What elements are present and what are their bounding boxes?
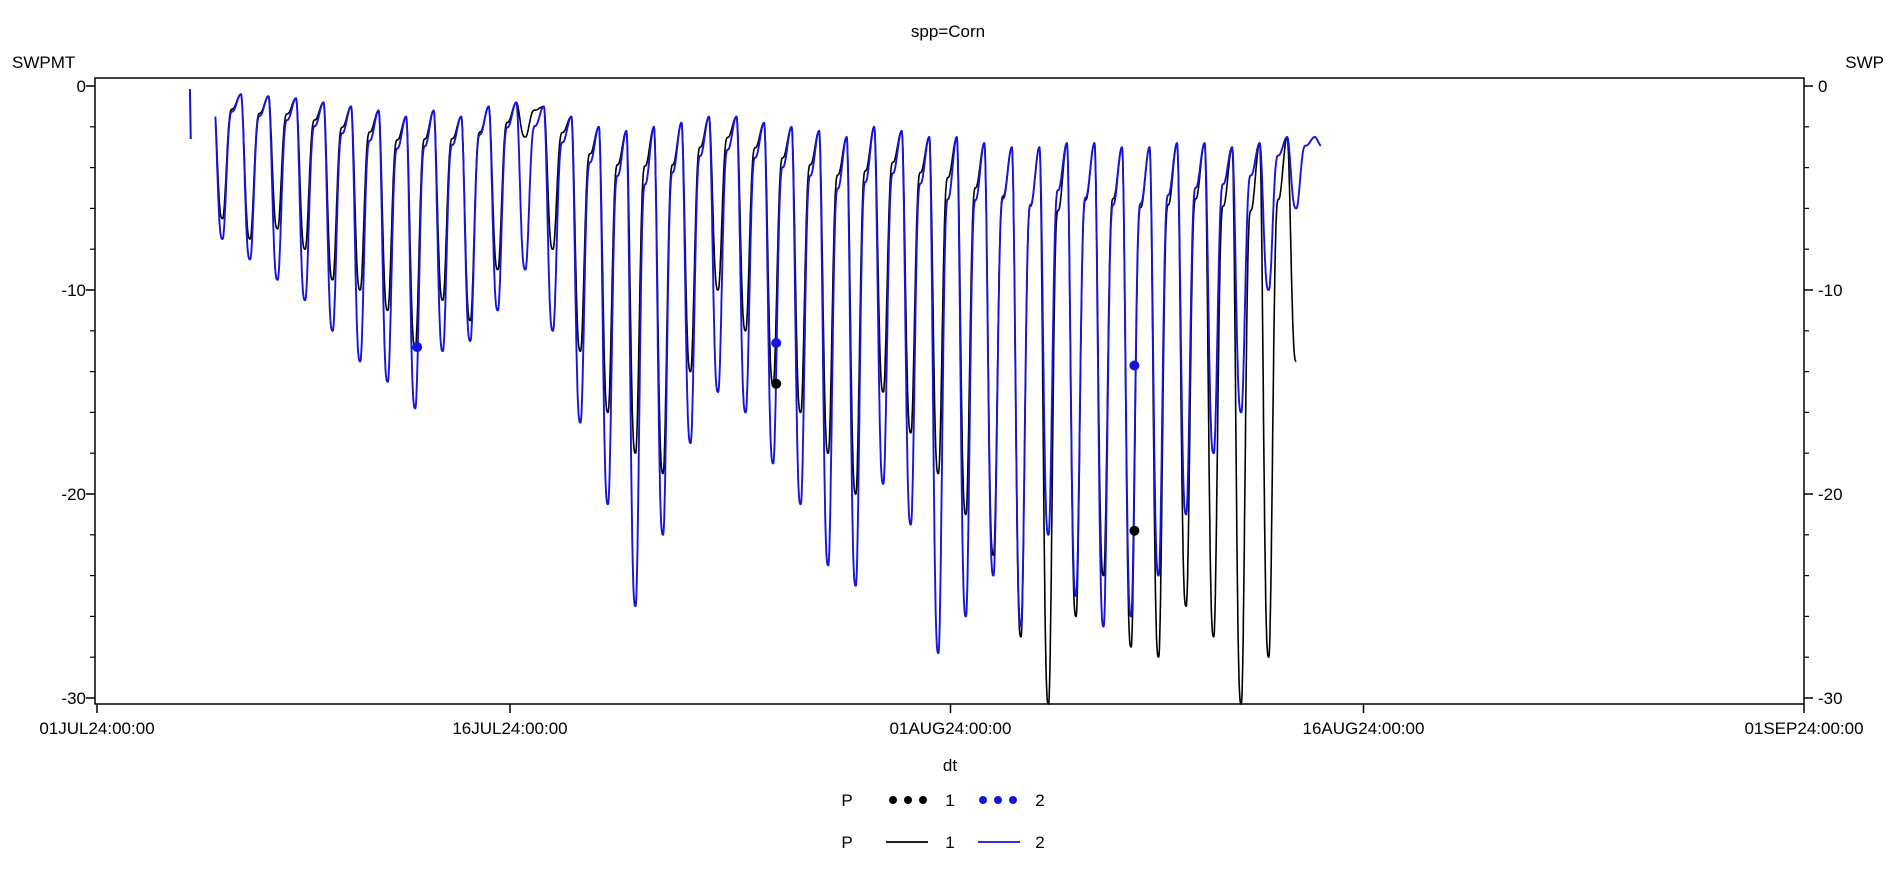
legend-entry-label: 2 [1035,833,1044,852]
y-axis-label-left: SWPMT [12,53,75,72]
series-line-dt1 [215,93,1297,705]
scatter-point-dt2 [1129,360,1140,371]
legend-entry-label: 1 [945,791,954,810]
isolated-segment-dt2 [188,89,192,140]
scatter-point-dt2 [771,338,782,348]
x-tick-label: 01AUG24:00:00 [890,719,1012,738]
scatter-point-dt2 [412,342,423,353]
axis-ticks [86,85,1813,713]
legend-title: dt [943,756,957,775]
series-line-dt2 [214,93,1322,655]
legend: dt P 1 2 P 1 2 [841,756,1044,852]
legend-row-scatter: P 1 2 [841,791,1044,810]
legend-marker-dots-dt2-icon [979,796,1017,804]
x-tick-label: 01SEP24:00:00 [1744,719,1863,738]
y-tick-label-right: 0 [1818,77,1827,96]
y-axis-label-right: SWP [1845,53,1884,72]
axis-tick-labels: 0 0 -10 -10 -20 -20 -30 -30 01JUL24:00:00 16JUL24… [39,77,1863,738]
y-tick-label-right: -20 [1818,485,1843,504]
y-tick-label-left: -30 [61,689,86,708]
legend-row-line: P 1 2 [841,833,1044,852]
legend-entry-label: 2 [1035,791,1044,810]
chart-title: spp=Corn [911,22,985,41]
x-tick-label: 16AUG24:00:00 [1303,719,1425,738]
legend-marker-dots-dt1-icon [889,796,927,804]
y-tick-label-right: -30 [1818,689,1843,708]
y-tick-label-left: -20 [61,485,86,504]
y-tick-label-right: -10 [1818,281,1843,300]
legend-entry-label: 1 [945,833,954,852]
plot-frame [94,77,1805,705]
data-series [188,89,1322,705]
y-tick-label-left: 0 [77,77,86,96]
data-points [412,338,1140,536]
legend-var-label: P [841,833,852,852]
x-tick-label: 01JUL24:00:00 [39,719,154,738]
scatter-point-dt1 [771,378,782,389]
legend-var-label: P [841,791,852,810]
scatter-point-dt1 [1129,525,1140,536]
y-tick-label-left: -10 [61,281,86,300]
x-tick-label: 16JUL24:00:00 [452,719,567,738]
